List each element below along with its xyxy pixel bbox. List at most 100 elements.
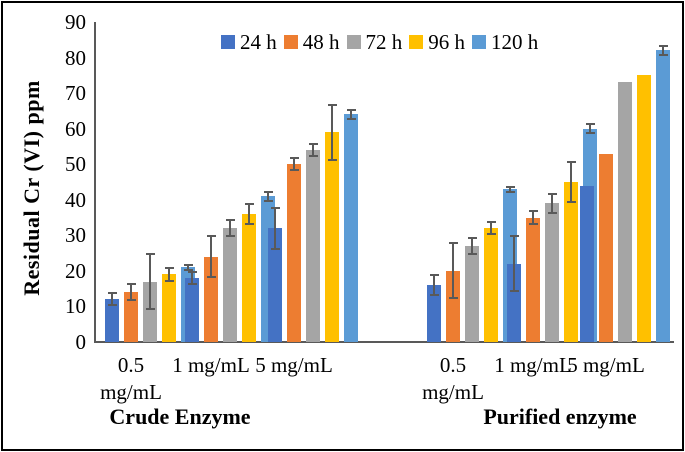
- legend-label: 96 h: [428, 29, 465, 54]
- error-bar: [589, 123, 591, 134]
- error-bar: [350, 109, 352, 120]
- error-bar-cap-top: [183, 263, 193, 266]
- legend-item: 120 h: [472, 30, 538, 55]
- error-bar-cap-bottom: [107, 304, 117, 307]
- legend-swatch-72h: [346, 35, 361, 49]
- y-tick-label: 40: [65, 187, 86, 212]
- error-bar-cap-bottom: [244, 222, 254, 225]
- error-bar: [191, 270, 193, 286]
- legend-label: 48 h: [302, 29, 340, 54]
- error-bar: [267, 190, 269, 202]
- bar-48h: [287, 164, 301, 342]
- error-bar-cap-bottom: [528, 222, 538, 225]
- bar-72h: [465, 246, 479, 342]
- y-tick-label: 70: [65, 81, 86, 106]
- error-bar: [293, 157, 295, 172]
- error-bar-cap-top: [346, 109, 356, 112]
- error-bar-cap-bottom: [547, 212, 557, 214]
- error-bar-cap-bottom: [486, 233, 496, 236]
- bar-24h: [580, 185, 594, 342]
- error-bar: [248, 203, 250, 225]
- error-bar-cap-bottom: [585, 132, 595, 134]
- error-bar: [532, 210, 534, 225]
- x-axis-line: [94, 341, 674, 343]
- bar-72h: [223, 228, 237, 342]
- error-bar: [662, 45, 664, 56]
- error-bar-cap-bottom: [448, 297, 458, 300]
- error-bar: [433, 274, 435, 296]
- error-bar-cap-top: [467, 237, 477, 240]
- error-bar-cap-bottom: [206, 276, 216, 278]
- error-bar-cap-bottom: [429, 293, 439, 296]
- x-tick-label-line: 1 mg/mL: [172, 353, 250, 377]
- x-tick-label: 5 mg/mL: [551, 352, 661, 379]
- error-bar-cap-bottom: [270, 247, 280, 250]
- x-tick-label-line: 0.5: [117, 353, 145, 377]
- error-bar: [551, 192, 553, 214]
- error-bar-cap-top: [585, 123, 595, 126]
- error-bar-cap-bottom: [126, 299, 136, 302]
- error-bar-cap-top: [145, 253, 155, 256]
- error-bar-cap-bottom: [509, 290, 519, 293]
- error-bar-cap-top: [164, 267, 174, 270]
- legend-label: 72 h: [365, 29, 403, 54]
- error-bar: [111, 292, 113, 307]
- x-tick-label: 0.5 mg/mL: [76, 352, 186, 406]
- legend-item: 72 h: [346, 29, 403, 55]
- legend-item: 96 h: [409, 30, 465, 55]
- error-bar-cap-top: [429, 274, 439, 277]
- y-tick-label: 10: [65, 294, 86, 319]
- error-bar-cap-top: [528, 210, 538, 213]
- bar-24h: [185, 278, 199, 342]
- bar-24h: [105, 299, 119, 342]
- error-bar-cap-top: [263, 190, 273, 193]
- error-bar: [274, 206, 276, 250]
- legend-swatch-48h: [283, 35, 298, 49]
- error-bar: [490, 221, 492, 236]
- error-bar-cap-top: [126, 283, 136, 286]
- error-bar-cap-bottom: [467, 252, 477, 255]
- y-tick-label: 80: [65, 45, 86, 70]
- bar-group-purified-5mg/mL: [580, 22, 670, 342]
- error-bar-cap-top: [187, 270, 197, 273]
- error-bar: [331, 103, 333, 161]
- error-bar-cap-top: [505, 185, 515, 188]
- error-bar-cap-top: [448, 242, 458, 245]
- error-bar: [130, 283, 132, 302]
- error-bar-cap-bottom: [225, 235, 235, 238]
- error-bar-cap-top: [547, 192, 557, 195]
- bar-72h: [618, 82, 632, 342]
- error-bar-cap-top: [658, 45, 668, 48]
- error-bar-cap-bottom: [263, 199, 273, 202]
- bar-group-crude-5mg/mL: [268, 22, 358, 342]
- legend: 24 h 48 h 72 h 96 h 120 h: [221, 30, 538, 54]
- bar-group-purified-0.5mg/mL: [427, 22, 517, 342]
- y-axis-line: [94, 22, 96, 342]
- error-bar: [312, 142, 314, 158]
- bar-120h: [344, 114, 358, 342]
- bar-24h: [507, 263, 521, 342]
- error-bar: [187, 263, 189, 271]
- error-bar-cap-top: [225, 219, 235, 222]
- error-bar-cap-bottom: [308, 155, 318, 158]
- x-tick-label: 1 mg/mL: [156, 352, 266, 379]
- y-tick-label: 30: [65, 223, 86, 248]
- bar-24h: [268, 228, 282, 342]
- y-tick-label: 0: [75, 330, 87, 354]
- bar-96h: [484, 228, 498, 342]
- error-bar-cap-top: [289, 157, 299, 160]
- error-bar-cap-top: [107, 292, 117, 295]
- error-bar: [513, 235, 515, 293]
- legend-label: 120 h: [491, 29, 539, 54]
- error-bar-cap-bottom: [327, 158, 337, 161]
- error-bar: [471, 237, 473, 255]
- section-label-crude: Crude Enzyme: [109, 404, 251, 429]
- y-tick-label: 90: [65, 10, 86, 34]
- error-bar-cap-bottom: [289, 169, 299, 172]
- bar-48h: [446, 270, 460, 342]
- y-tick-label: 60: [65, 116, 86, 141]
- error-bar-cap-top: [486, 221, 496, 224]
- x-tick-label-line: mg/mL: [422, 380, 484, 404]
